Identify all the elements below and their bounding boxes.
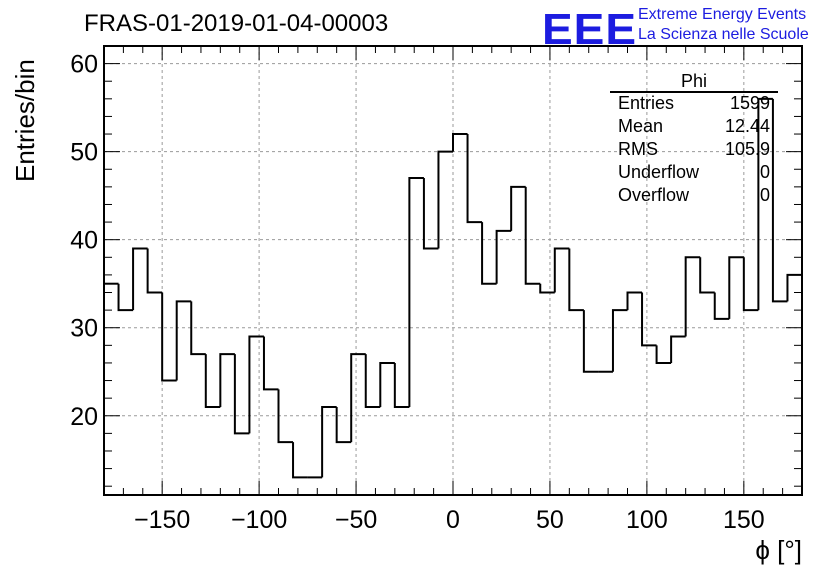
stats-value: 1599 [729,93,770,113]
histogram-bin [292,442,308,479]
x-tick-label: −150 [134,506,190,534]
x-tick-label: 100 [626,506,668,534]
histogram-bin [408,177,424,407]
stats-title: Phi [680,71,707,91]
histogram-bin [350,353,366,443]
histogram-bin [466,134,483,224]
histogram-bin [452,133,468,152]
histogram-bin [379,361,395,407]
stats-label: Overflow [618,185,690,205]
histogram-bin [175,300,192,381]
stats-row: Mean 12.44 [610,115,778,138]
histogram-bin [219,353,235,407]
chart-title: FRAS-01-2019-01-04-00003 [84,10,389,37]
y-tick-label: 60 [70,51,98,79]
histogram-bin [364,354,381,408]
histogram-bin [626,291,643,311]
histogram-bin [641,292,657,347]
histogram-bin [233,354,250,435]
histogram-bin [786,273,802,302]
y-axis-label: Entries/bin [10,59,40,182]
eee-logo: EEE [542,4,638,54]
x-tick-label: −50 [335,506,377,534]
histogram-bin [553,247,570,293]
histogram-bin [699,257,715,294]
histogram-bin [713,292,730,320]
histogram-bin [728,256,744,319]
histogram-bin [132,247,148,311]
y-tick-label: 40 [70,227,98,255]
y-tick-label: 50 [70,139,98,167]
histogram-bin [248,335,264,434]
histogram-bin [582,310,599,373]
histogram-bin [742,257,759,312]
histogram-bin [117,283,134,312]
stats-value: 12.44 [724,116,770,136]
stats-label: Entries [618,93,675,113]
x-tick-label: 150 [723,506,765,534]
stats-rule [610,91,778,93]
x-axis-label: ϕ [°] [755,535,802,565]
histogram-bin [684,256,701,337]
stats-row: Entries 1599 [610,92,778,115]
histogram-bin [262,336,279,391]
stats-label: RMS [618,139,658,159]
histogram-bin [495,229,512,284]
histogram-bin [161,292,177,382]
plot-frame [103,45,803,496]
stats-value: 105.9 [724,139,770,159]
histogram-bin [611,309,628,372]
histogram-bin [335,406,352,444]
x-tick-label: −100 [231,506,287,534]
histogram-bin [655,345,672,364]
stats-row: Overflow 0 [610,184,778,207]
y-tick-label: 30 [70,315,98,343]
histogram-bin [393,362,410,408]
histogram-bin [146,248,163,294]
x-tick-label: 0 [446,506,460,534]
histogram-bin [539,283,555,294]
histogram-bin [204,354,221,408]
histogram-bin [757,97,773,311]
histogram-bin [524,186,541,285]
logo-line-2: La Scienza nelle Scuole [638,26,809,43]
histogram-bin [321,405,337,478]
stats-box: Phi Entries 1599 Mean 12.44 RMS 105.9 Un… [610,70,778,207]
y-tick-label: 20 [70,403,98,431]
histogram-bin [510,185,526,231]
histogram-bin [190,301,206,356]
stats-value: 0 [759,185,770,205]
histogram-bin [568,248,584,312]
histogram-bin [670,335,686,363]
histogram-bin [277,389,294,444]
stats-row: RMS 105.9 [610,138,778,161]
logo-line-1: Extreme Energy Events [638,6,807,23]
stats-label: Mean [618,116,664,136]
histogram-bin [481,222,497,285]
stats-value: 0 [759,162,770,182]
stats-label: Underflow [618,162,700,182]
stats-row: Underflow 0 [610,161,778,184]
histogram-bin [437,150,453,249]
histogram-bin [422,178,439,250]
histogram-bin [771,98,788,303]
x-tick-label: 50 [536,506,564,534]
